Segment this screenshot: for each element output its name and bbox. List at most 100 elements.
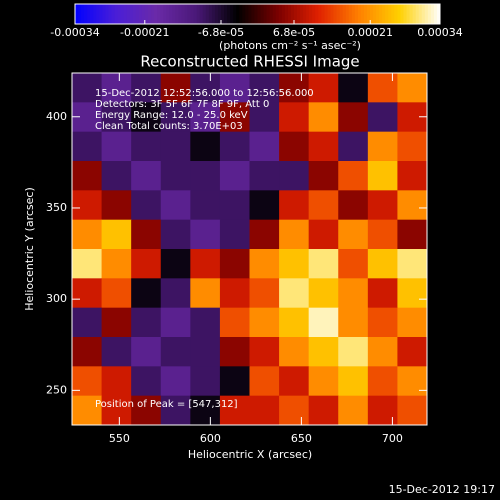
heatmap-cell <box>249 337 280 367</box>
heatmap-cell <box>367 249 398 279</box>
heatmap-cell <box>101 278 132 309</box>
heatmap-cell <box>131 190 162 221</box>
heatmap-cell <box>131 278 162 309</box>
heatmap-cell <box>249 131 280 162</box>
heatmap-cell <box>338 102 369 133</box>
heatmap-cell <box>101 219 132 250</box>
colorbar-segment <box>196 4 201 24</box>
colorbar-segment <box>403 4 408 24</box>
colorbar-segment <box>75 4 79 24</box>
colorbar-segment <box>108 4 112 24</box>
colorbar-segment <box>138 4 143 24</box>
heatmap-cell <box>367 73 398 103</box>
heatmap-cell <box>190 73 221 103</box>
heatmap-cell <box>338 395 369 426</box>
colorbar-segment <box>135 4 140 24</box>
colorbar-segment <box>436 4 441 24</box>
heatmap-cell <box>160 190 191 221</box>
heatmap-cell <box>219 102 250 133</box>
heatmap-cell <box>397 190 428 221</box>
colorbar-segment <box>199 4 204 24</box>
heatmap-cell <box>131 219 162 250</box>
heatmap-cell <box>160 278 191 309</box>
colorbar-segment <box>120 4 125 24</box>
colorbar-segment <box>208 4 213 24</box>
colorbar-segment <box>233 4 237 24</box>
heatmap-cell <box>279 278 310 309</box>
colorbar-segment <box>367 4 371 24</box>
heatmap-cell <box>219 307 250 338</box>
heatmap-cell <box>190 366 221 397</box>
colorbar-segment <box>224 4 228 24</box>
colorbar-segment <box>87 4 91 24</box>
colorbar-segment <box>400 4 404 24</box>
colorbar-segment <box>144 4 149 24</box>
heatmap-cell <box>190 131 221 162</box>
heatmap-cell <box>279 249 310 279</box>
colorbar-segment <box>379 4 383 24</box>
colorbar-segment <box>141 4 146 24</box>
x-tick-label: 700 <box>382 432 403 445</box>
heatmap-cell <box>397 249 428 279</box>
colorbar-segment <box>388 4 392 24</box>
colorbar-segment <box>306 4 310 24</box>
heatmap-cell <box>72 161 103 191</box>
heatmap-cell <box>308 366 339 397</box>
heatmap-cell <box>308 249 339 279</box>
colorbar-segment <box>193 4 198 24</box>
heatmap-cell <box>131 337 162 367</box>
heatmap-cell <box>308 337 339 367</box>
colorbar-segment <box>132 4 137 24</box>
heatmap-cell <box>190 395 221 426</box>
colorbar-segment <box>351 4 356 24</box>
colorbar-segment <box>315 4 319 24</box>
colorbar-segment <box>99 4 103 24</box>
heatmap-cell <box>72 190 103 221</box>
heatmap-cell <box>160 307 191 338</box>
heatmap-cell <box>131 102 162 133</box>
x-tick-label: 600 <box>200 432 221 445</box>
heatmap-cell <box>279 73 310 103</box>
y-tick-label: 300 <box>46 292 67 305</box>
plot-frame <box>71 72 428 426</box>
heatmap-cell <box>249 278 280 309</box>
heatmap-cell <box>308 278 339 309</box>
heatmap-cell <box>338 307 369 338</box>
colorbar-segment <box>166 4 170 24</box>
heatmap-cell <box>131 366 162 397</box>
colorbar-segment <box>330 4 335 24</box>
heatmap-cell <box>219 337 250 367</box>
heatmap-cell <box>219 131 250 162</box>
colorbar-segment <box>154 4 158 24</box>
colorbar-segment <box>190 4 195 24</box>
colorbar-segment <box>333 4 338 24</box>
colorbar-segment <box>303 4 307 24</box>
heatmap-cell <box>101 249 132 279</box>
heatmap-cell <box>397 219 428 250</box>
colorbar-segment <box>245 4 249 24</box>
colorbar-segment <box>266 4 271 24</box>
colorbar-segment <box>221 4 225 24</box>
heatmap-cell <box>367 366 398 397</box>
heatmap-cell <box>219 161 250 191</box>
colorbar-segment <box>275 4 280 24</box>
colorbar-segment <box>257 4 262 24</box>
peak-label: Position of Peak = [547,312] <box>95 399 238 410</box>
colorbar-segment <box>160 4 164 24</box>
annotation: Clean Total counts: 3.70E+03 <box>95 121 243 132</box>
heatmap-cell <box>190 161 221 191</box>
heatmap-cell <box>367 190 398 221</box>
colorbar-segment <box>339 4 344 24</box>
heatmap-cell <box>72 131 103 162</box>
colorbar-segment <box>202 4 207 24</box>
heatmap-cell <box>279 307 310 338</box>
heatmap-cell <box>397 73 428 103</box>
heatmap-cell <box>160 73 191 103</box>
colorbar-segment <box>239 4 243 24</box>
colorbar-segment <box>105 4 109 24</box>
heatmap-cell <box>101 102 132 133</box>
colorbar-segment <box>260 4 265 24</box>
heatmap-cell <box>338 131 369 162</box>
heatmap-cell <box>101 190 132 221</box>
heatmap-cell <box>131 395 162 426</box>
